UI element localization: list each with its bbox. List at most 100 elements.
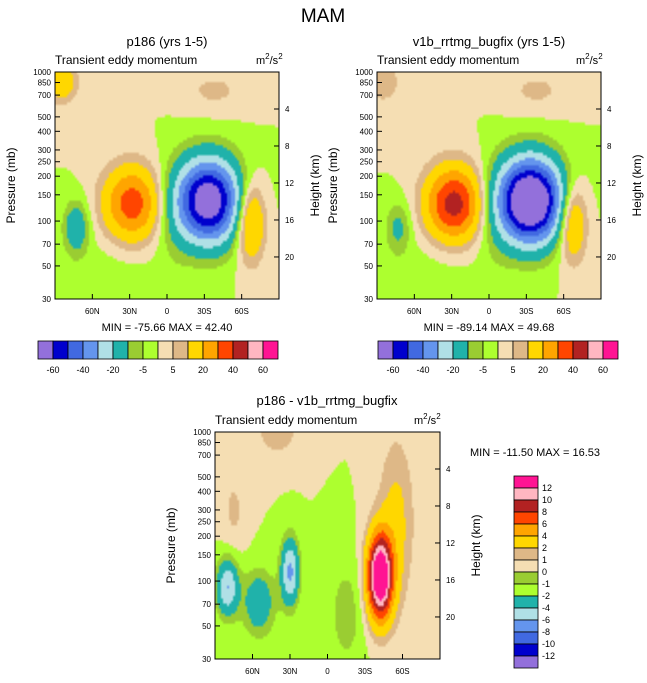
y-right-tick-label: 4 xyxy=(607,105,612,114)
y-tick-label: 150 xyxy=(198,551,212,560)
colorbar-swatch xyxy=(157,340,174,360)
y-tick-label: 850 xyxy=(198,439,212,448)
y-tick-label: 1000 xyxy=(355,68,373,77)
y-right-tick-label: 4 xyxy=(285,105,290,114)
colorbar-label: -10 xyxy=(542,639,555,649)
units-label: m2/s2 xyxy=(414,412,441,427)
colorbar-label: -60 xyxy=(386,365,399,375)
colorbar-label: -4 xyxy=(542,603,550,613)
units-label: m2/s2 xyxy=(256,52,283,67)
y-right-tick-label: 8 xyxy=(285,142,290,151)
colorbar-swatch xyxy=(513,559,539,573)
y-tick-label: 100 xyxy=(360,217,374,226)
contour-field xyxy=(215,432,440,659)
colorbar-swatch xyxy=(217,340,234,360)
colorbar-swatch xyxy=(422,340,439,360)
colorbar-swatch xyxy=(587,340,604,360)
colorbar-label: 40 xyxy=(228,365,238,375)
colorbar-swatch xyxy=(247,340,264,360)
y-right-axis-label: Height (km) xyxy=(469,514,483,576)
min-max-label: MIN = -75.66 MAX = 42.40 xyxy=(102,322,233,334)
colorbar-swatch xyxy=(377,340,394,360)
panel-difference: p186 - v1b_rrtmg_bugfix Transient eddy m… xyxy=(164,393,600,676)
y-tick-label: 50 xyxy=(202,622,211,631)
colorbar-swatch xyxy=(37,340,54,360)
colorbar-swatch xyxy=(467,340,484,360)
colorbar-swatch xyxy=(513,487,539,501)
y-right-axis-label: Height (km) xyxy=(308,154,322,216)
min-max-label: MIN = -11.50 MAX = 16.53 xyxy=(470,447,600,459)
x-tick-label: 60N xyxy=(85,307,100,316)
colorbar-label: 2 xyxy=(542,543,547,553)
y-tick-label: 100 xyxy=(38,217,52,226)
colorbar-label: 1 xyxy=(542,555,547,565)
colorbar-label: -20 xyxy=(106,365,119,375)
y-tick-label: 70 xyxy=(202,600,211,609)
colorbar-left: -60 -40 -20 -5 5 20 40 60 xyxy=(37,340,279,375)
panel-title: v1b_rrtmg_bugfix (yrs 1-5) xyxy=(413,34,565,49)
colorbar-label: 4 xyxy=(542,531,547,541)
y-tick-label: 300 xyxy=(198,506,212,515)
contour-field xyxy=(377,72,601,299)
y-tick-label: 700 xyxy=(360,91,374,100)
y-tick-label: 400 xyxy=(360,127,374,136)
x-tick-label: 60S xyxy=(235,307,249,316)
x-tick-label: 30S xyxy=(358,667,372,676)
colorbar-label: -1 xyxy=(542,579,550,589)
y-right-tick-label: 12 xyxy=(285,179,294,188)
y-right-tick-label: 20 xyxy=(446,613,455,622)
colorbar-swatch xyxy=(557,340,574,360)
y-right-tick-label: 12 xyxy=(446,539,455,548)
colorbar-swatch xyxy=(482,340,499,360)
colorbar-swatch xyxy=(513,619,539,633)
panel-title: p186 (yrs 1-5) xyxy=(127,34,208,49)
colorbar-swatch xyxy=(202,340,219,360)
units-label: m2/s2 xyxy=(576,52,603,67)
y-tick-label: 250 xyxy=(360,158,374,167)
y-tick-label: 70 xyxy=(364,240,373,249)
y-tick-label: 250 xyxy=(198,518,212,527)
colorbar-swatch xyxy=(513,547,539,561)
y-right-tick-label: 8 xyxy=(607,142,612,151)
y-tick-label: 850 xyxy=(38,79,52,88)
colorbar-label: 5 xyxy=(170,365,175,375)
colorbar-swatch xyxy=(513,655,539,669)
colorbar-swatch xyxy=(572,340,589,360)
x-tick-label: 0 xyxy=(487,307,492,316)
colorbar-swatch xyxy=(513,499,539,513)
colorbar-swatch xyxy=(437,340,454,360)
colorbar-swatch xyxy=(127,340,144,360)
y-tick-label: 30 xyxy=(364,295,373,304)
figure-title: MAM xyxy=(301,6,345,27)
colorbar-swatch xyxy=(542,340,559,360)
colorbar-swatch xyxy=(513,475,539,489)
y-right-tick-label: 20 xyxy=(607,253,616,262)
y-tick-label: 700 xyxy=(38,91,52,100)
x-tick-label: 30N xyxy=(444,307,459,316)
colorbar-label: -60 xyxy=(46,365,59,375)
y-tick-label: 500 xyxy=(38,113,52,122)
x-tick-label: 30S xyxy=(197,307,211,316)
x-tick-label: 30N xyxy=(283,667,298,676)
panel-title: p186 - v1b_rrtmg_bugfix xyxy=(257,393,398,408)
y-right-tick-label: 16 xyxy=(607,216,616,225)
y-tick-label: 850 xyxy=(360,79,374,88)
colorbar-swatch xyxy=(187,340,204,360)
x-tick-label: 0 xyxy=(325,667,330,676)
colorbar-swatch xyxy=(112,340,129,360)
colorbar-label: 6 xyxy=(542,519,547,529)
y-tick-label: 150 xyxy=(38,191,52,200)
colorbar-label: 20 xyxy=(198,365,208,375)
colorbar-swatch xyxy=(513,607,539,621)
colorbar-swatch xyxy=(82,340,99,360)
x-tick-label: 30S xyxy=(519,307,533,316)
colorbar-label: 10 xyxy=(542,495,552,505)
colorbar-label: -5 xyxy=(479,365,487,375)
colorbar-swatch xyxy=(513,511,539,525)
colorbar-swatch xyxy=(392,340,409,360)
panel-top-left: p186 (yrs 1-5) Transient eddy momentum m… xyxy=(4,34,322,334)
x-tick-label: 60N xyxy=(245,667,260,676)
y-tick-label: 50 xyxy=(42,262,51,271)
colorbar-label: -40 xyxy=(76,365,89,375)
